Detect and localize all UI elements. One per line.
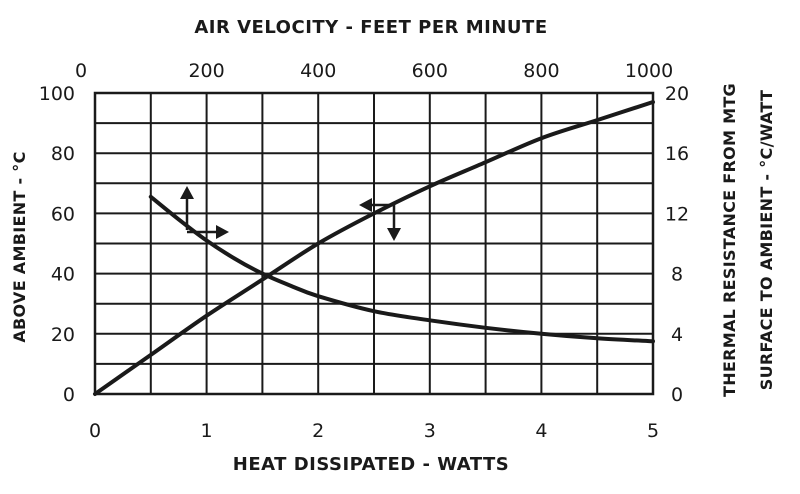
y2-tick-label: 20 (665, 83, 689, 105)
y-tick-label: 80 (51, 143, 75, 165)
y-tick-label: 100 (39, 83, 75, 105)
right-curve-indicator-arrow (359, 198, 401, 241)
y2-tick-label: 4 (671, 324, 683, 346)
grid-lines (95, 93, 653, 394)
right-axis-title-line-1: THERMAL RESISTANCE FROM MTG (720, 83, 739, 397)
x2-tick-label: 800 (523, 60, 559, 82)
x-tick-label: 1 (201, 420, 213, 442)
right-axis-title-line-2: SURFACE TO AMBIENT - °C/WATT (757, 90, 776, 390)
y-tick-label: 20 (51, 324, 75, 346)
curves (93, 100, 655, 396)
y2-tick-label: 16 (665, 143, 689, 165)
x2-tick-label: 600 (412, 60, 448, 82)
left-axis-title: ABOVE AMBIENT - °C (10, 151, 29, 342)
x-tick-label: 4 (535, 420, 547, 442)
x-tick-label: 5 (647, 420, 659, 442)
x-tick-label: 0 (89, 420, 101, 442)
y-tick-label: 60 (51, 203, 75, 225)
y2-tick-label: 8 (671, 264, 683, 286)
y-tick-label: 0 (63, 384, 75, 406)
y2-tick-label: 12 (665, 203, 689, 225)
y2-tick-label: 0 (671, 384, 683, 406)
x2-tick-label: 0 (75, 60, 87, 82)
plot-frame (93, 91, 655, 396)
y-tick-label: 40 (51, 264, 75, 286)
x-tick-label: 3 (424, 420, 436, 442)
x2-tick-label: 400 (300, 60, 336, 82)
bottom-axis-title: HEAT DISSIPATED - WATTS (233, 454, 510, 475)
x2-tick-label: 200 (188, 60, 224, 82)
left-curve-indicator-arrow (180, 186, 229, 239)
x2-tick-label: 1000 (625, 60, 673, 82)
top-axis-title: AIR VELOCITY - FEET PER MINUTE (194, 17, 547, 38)
x-tick-label: 2 (312, 420, 324, 442)
temperature-rise-curve (93, 100, 655, 396)
thermal-resistance-curve (148, 194, 655, 344)
